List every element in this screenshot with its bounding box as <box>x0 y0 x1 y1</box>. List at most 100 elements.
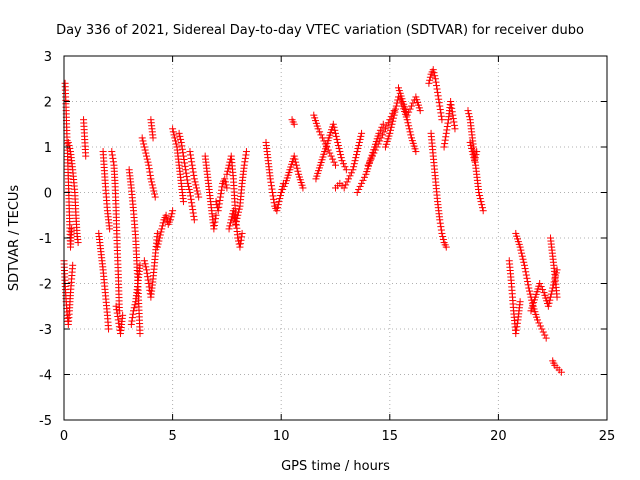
data-point <box>151 193 159 201</box>
data-point <box>234 211 242 219</box>
data-point <box>293 164 301 172</box>
data-point <box>276 192 284 200</box>
data-point <box>468 145 476 153</box>
data-point <box>241 158 249 166</box>
data-point <box>433 85 441 93</box>
data-point <box>274 201 282 209</box>
data-point <box>379 120 387 128</box>
data-point <box>189 165 197 173</box>
chart-title: Day 336 of 2021, Sidereal Day-to-day VTE… <box>56 23 584 38</box>
data-point <box>225 225 233 233</box>
y-tick-label: -3 <box>39 323 52 338</box>
data-point <box>525 284 533 292</box>
data-point <box>190 171 198 179</box>
data-point <box>376 137 384 145</box>
data-point <box>144 276 152 284</box>
data-point <box>156 231 164 239</box>
data-point <box>538 325 546 333</box>
data-point <box>465 110 473 118</box>
data-point <box>217 186 225 194</box>
data-point <box>436 216 444 224</box>
data-point <box>390 111 398 119</box>
data-point <box>518 252 526 260</box>
data-point <box>326 149 334 157</box>
data-point <box>189 209 197 217</box>
data-point <box>523 274 531 282</box>
data-point <box>145 165 153 173</box>
data-point <box>292 158 300 166</box>
data-point <box>112 302 120 310</box>
data-point <box>141 146 149 154</box>
data-point <box>299 184 307 192</box>
data-point <box>442 133 450 141</box>
data-point <box>187 151 195 159</box>
data-point <box>211 218 219 226</box>
data-point <box>442 243 450 251</box>
x-tick-label: 15 <box>382 429 399 444</box>
y-tick-label: -5 <box>39 414 52 429</box>
data-point <box>189 206 197 214</box>
data-point <box>537 283 545 291</box>
data-point <box>186 148 194 156</box>
data-point <box>210 221 218 229</box>
data-point <box>218 183 226 191</box>
data-point <box>130 307 138 315</box>
data-point <box>183 173 191 181</box>
data-point <box>343 178 351 186</box>
data-point <box>386 129 394 137</box>
data-point <box>536 322 544 330</box>
data-point <box>82 152 90 160</box>
data-point <box>374 140 382 148</box>
data-point <box>119 311 127 319</box>
data-point <box>269 192 277 200</box>
y-tick-label: -1 <box>39 232 52 247</box>
data-point <box>215 203 223 211</box>
data-point <box>521 265 529 273</box>
data-point <box>436 102 444 110</box>
data-point <box>65 141 73 149</box>
data-point <box>329 120 337 128</box>
data-point <box>376 126 384 134</box>
data-point <box>179 149 187 157</box>
data-point <box>242 151 250 159</box>
data-point <box>227 219 235 227</box>
data-point <box>141 260 149 268</box>
data-point <box>448 108 456 116</box>
data-point <box>449 115 457 123</box>
data-point <box>127 320 135 328</box>
data-point <box>158 225 166 233</box>
data-point <box>533 316 541 324</box>
data-point <box>74 239 82 247</box>
data-point <box>526 287 534 295</box>
data-point <box>387 123 395 131</box>
data-point <box>334 141 342 149</box>
data-point <box>233 214 241 222</box>
data-point <box>522 268 530 276</box>
data-point <box>357 132 365 140</box>
data-point <box>391 108 399 116</box>
data-point <box>355 141 363 149</box>
data-point <box>439 236 447 244</box>
data-point <box>388 120 396 128</box>
data-point <box>432 78 440 86</box>
data-point <box>291 155 299 163</box>
data-point <box>188 161 196 169</box>
data-point <box>186 189 194 196</box>
data-point <box>151 190 158 198</box>
data-point <box>224 167 232 175</box>
data-point <box>270 195 278 203</box>
data-point <box>108 151 116 159</box>
y-tick-label: 3 <box>44 50 52 65</box>
data-point <box>383 122 391 130</box>
data-point <box>409 99 417 107</box>
data-point <box>109 158 117 166</box>
data-point <box>352 151 360 159</box>
data-marks <box>60 66 565 376</box>
data-point <box>392 105 400 113</box>
y-tick-label: -2 <box>39 278 52 293</box>
data-point <box>448 104 456 112</box>
x-tick-label: 25 <box>599 429 616 444</box>
data-point <box>187 192 195 200</box>
data-point <box>140 140 148 148</box>
data-point <box>443 126 451 134</box>
